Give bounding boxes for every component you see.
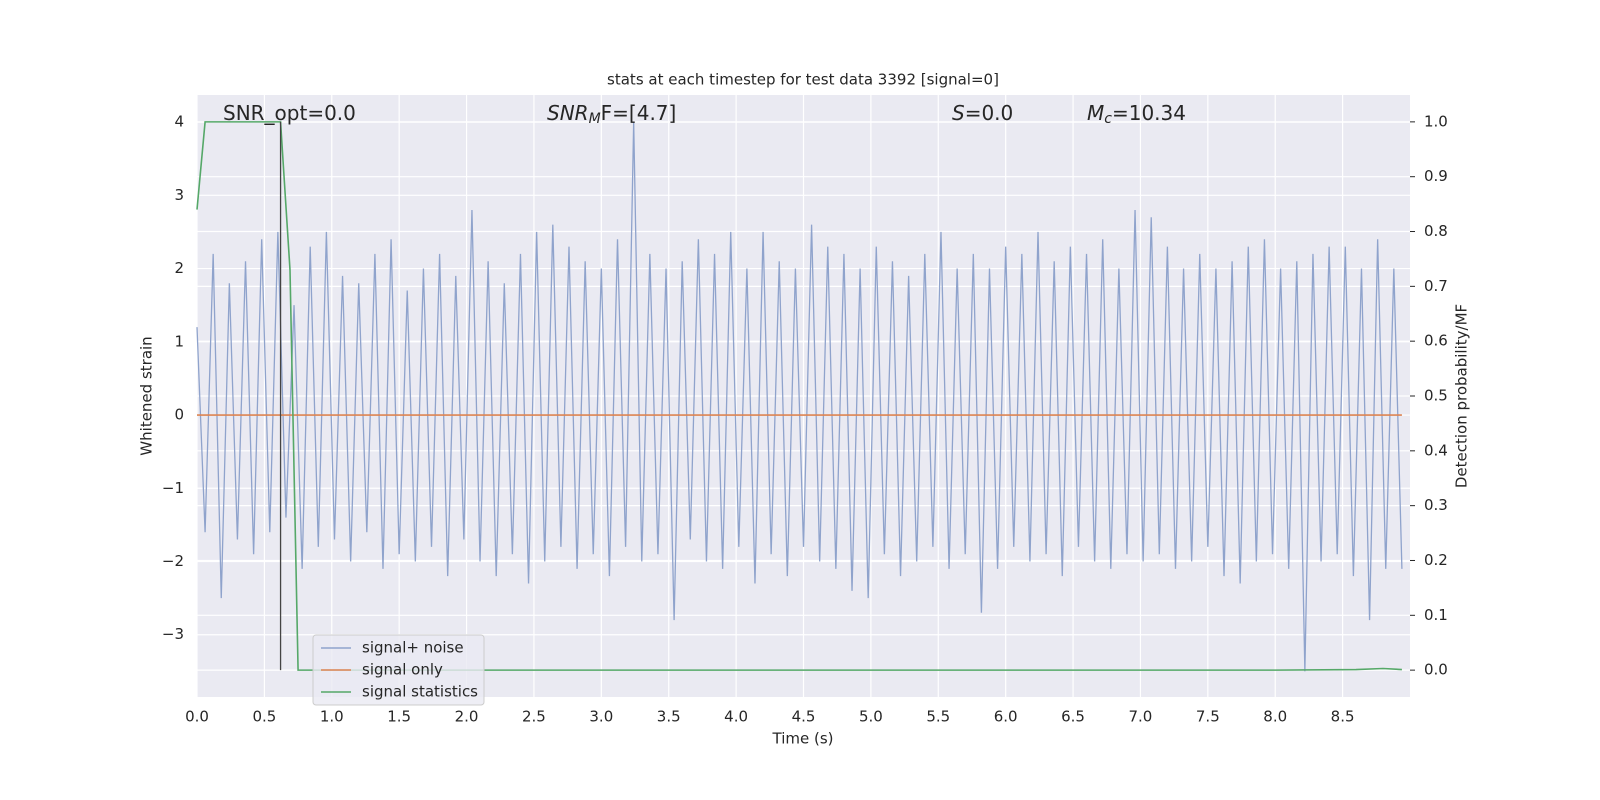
annotation: S=0.0 xyxy=(952,101,1013,125)
x-tick-label: 1.0 xyxy=(320,708,344,726)
annotation-part: S xyxy=(952,101,965,125)
y-tick-label: −3 xyxy=(162,625,184,643)
y2-tick-label: 0.1 xyxy=(1424,606,1448,624)
labels: 0.0 0.5 1.0 1.5 2.0 2.5 3.0 3.5 4.0 4.5 5.0 5.5 6.0 6… xyxy=(162,101,1448,726)
y2-tick-label: 0.0 xyxy=(1424,661,1448,679)
marks xyxy=(196,121,1403,672)
y2-tick-label: 0.2 xyxy=(1424,551,1448,569)
annotation: Mc=10.34 xyxy=(1087,101,1186,128)
y2-tick-label: 0.4 xyxy=(1424,441,1448,459)
y2-tick-label: 0.5 xyxy=(1424,387,1448,405)
series-line xyxy=(196,121,1402,671)
y-tick-label: 1 xyxy=(174,332,184,350)
x-tick-label: 5.5 xyxy=(926,708,950,726)
annotation-part: =10.34 xyxy=(1112,101,1186,125)
x-tick-label: 2.0 xyxy=(455,708,479,726)
legend-label: signal+ noise xyxy=(362,639,464,657)
legend: signal+ noise signal only signal statistic… xyxy=(312,634,485,706)
chart-title: stats at each timestep for test data 339… xyxy=(607,71,999,89)
legend-label: signal statistics xyxy=(362,683,478,701)
annotation-part: c xyxy=(1104,111,1112,127)
annotation-part: =0.0 xyxy=(965,101,1014,125)
x-tick-label: 0.0 xyxy=(185,708,209,726)
y-tick-label: 0 xyxy=(174,406,184,424)
legend-label: signal only xyxy=(362,661,443,679)
annotation-part: M xyxy=(589,111,601,127)
y-axis-label: Whitened strain xyxy=(138,336,156,455)
y2-tick-label: 0.9 xyxy=(1424,167,1448,185)
x-tick-label: 6.5 xyxy=(1061,708,1085,726)
x-tick-label: 4.5 xyxy=(792,708,816,726)
annotation-part: M xyxy=(1087,101,1104,125)
x-tick-label: 1.5 xyxy=(387,708,411,726)
annotation-part: SNR xyxy=(547,101,589,125)
annotation-part: F=[4.7] xyxy=(601,101,677,125)
series-line xyxy=(196,122,1403,672)
y2-axis-label: Detection probability/MF xyxy=(1453,304,1471,488)
x-tick-label: 8.5 xyxy=(1331,708,1355,726)
annotation-part: SNR_opt=0.0 xyxy=(223,101,356,125)
y2-tick-label: 0.3 xyxy=(1424,496,1448,514)
y-tick-label: 3 xyxy=(174,186,184,204)
x-tick-label: 3.5 xyxy=(657,708,681,726)
y2-tick-label: 0.6 xyxy=(1424,332,1448,350)
x-tick-label: 5.0 xyxy=(859,708,883,726)
x-tick-label: 4.0 xyxy=(724,708,748,726)
x-tick-label: 2.5 xyxy=(522,708,546,726)
x-axis-label: Time (s) xyxy=(772,730,834,748)
y-tick-label: 2 xyxy=(174,259,184,277)
x-tick-label: 6.0 xyxy=(994,708,1018,726)
x-tick-label: 8.0 xyxy=(1263,708,1287,726)
x-tick-label: 0.5 xyxy=(252,708,276,726)
y-tick-label: −2 xyxy=(162,552,184,570)
legend-box xyxy=(312,634,485,706)
x-tick-label: 3.0 xyxy=(589,708,613,726)
y-tick-label: 4 xyxy=(174,113,184,131)
annotation: SNR_opt=0.0 xyxy=(223,101,356,125)
y2-tick-label: 1.0 xyxy=(1424,112,1448,130)
y-tick-label: −1 xyxy=(162,479,184,497)
y2-tick-label: 0.7 xyxy=(1424,277,1448,295)
annotation: SNRMF=[4.7] xyxy=(547,101,676,128)
x-tick-label: 7.0 xyxy=(1129,708,1153,726)
y2-tick-label: 0.8 xyxy=(1424,222,1448,240)
x-tick-label: 7.5 xyxy=(1196,708,1220,726)
